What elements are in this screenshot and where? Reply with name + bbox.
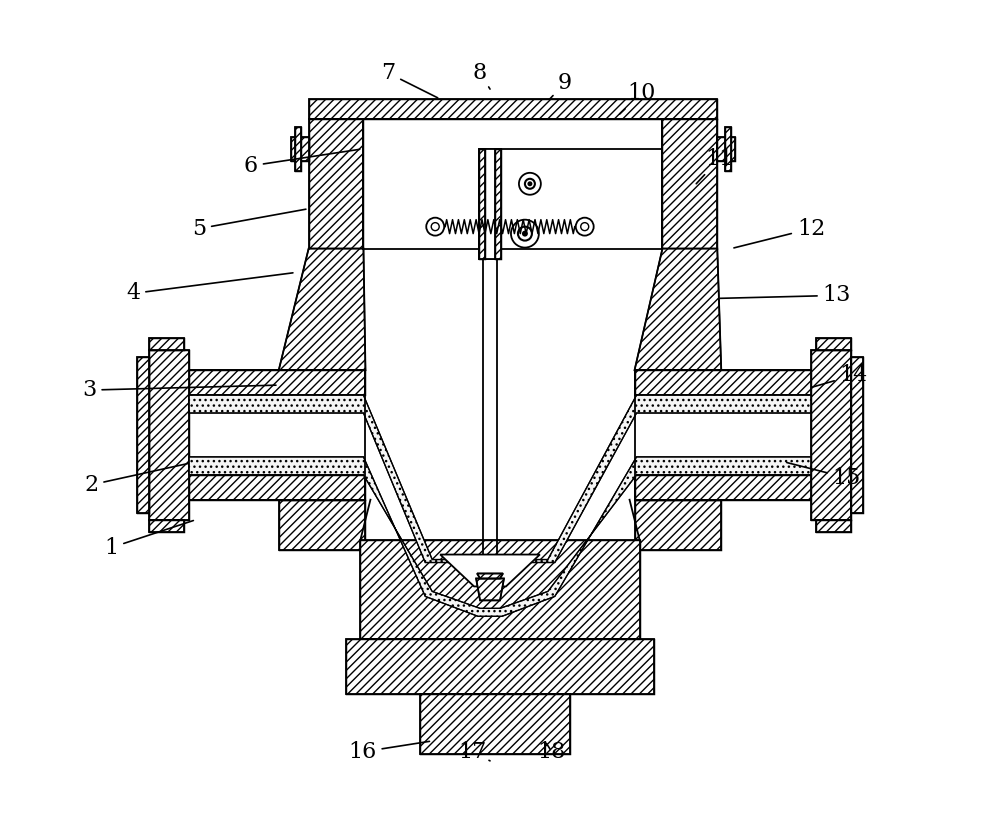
- Text: 15: 15: [787, 463, 861, 488]
- Polygon shape: [717, 137, 735, 161]
- Text: 5: 5: [192, 210, 306, 240]
- Circle shape: [519, 173, 541, 195]
- Polygon shape: [189, 395, 811, 563]
- Polygon shape: [309, 119, 363, 249]
- Polygon shape: [189, 457, 811, 616]
- Text: 1: 1: [104, 520, 193, 559]
- Polygon shape: [479, 149, 501, 259]
- Polygon shape: [725, 127, 731, 171]
- Circle shape: [518, 226, 532, 240]
- Polygon shape: [477, 574, 503, 579]
- Polygon shape: [279, 249, 365, 370]
- Polygon shape: [479, 149, 485, 259]
- Circle shape: [525, 179, 535, 189]
- Polygon shape: [635, 370, 814, 395]
- Text: 8: 8: [473, 62, 490, 89]
- Polygon shape: [279, 499, 365, 549]
- Circle shape: [576, 218, 594, 235]
- Circle shape: [522, 230, 528, 236]
- Polygon shape: [137, 357, 149, 513]
- Circle shape: [527, 181, 532, 186]
- Text: 4: 4: [126, 273, 293, 305]
- Text: 14: 14: [812, 364, 868, 387]
- Polygon shape: [816, 519, 851, 532]
- Text: 9: 9: [550, 72, 572, 99]
- Polygon shape: [149, 519, 184, 532]
- Text: 3: 3: [82, 379, 276, 401]
- Polygon shape: [149, 350, 189, 519]
- Polygon shape: [816, 338, 851, 350]
- Polygon shape: [360, 539, 640, 640]
- Polygon shape: [635, 475, 814, 499]
- Polygon shape: [851, 357, 863, 513]
- Polygon shape: [186, 370, 365, 395]
- Circle shape: [431, 223, 439, 230]
- Circle shape: [511, 220, 539, 247]
- Text: 13: 13: [720, 285, 851, 306]
- Polygon shape: [309, 99, 717, 119]
- Polygon shape: [149, 338, 184, 350]
- Polygon shape: [635, 249, 721, 370]
- Polygon shape: [495, 149, 501, 259]
- Polygon shape: [291, 137, 309, 161]
- Polygon shape: [440, 554, 540, 586]
- Circle shape: [581, 223, 589, 230]
- Polygon shape: [420, 694, 570, 754]
- Text: 12: 12: [734, 218, 825, 248]
- Text: 6: 6: [244, 149, 360, 177]
- Polygon shape: [346, 640, 654, 694]
- Text: 7: 7: [381, 62, 438, 98]
- Polygon shape: [635, 499, 721, 549]
- Polygon shape: [295, 127, 301, 171]
- Text: 17: 17: [458, 741, 490, 763]
- Text: 16: 16: [348, 741, 429, 763]
- Polygon shape: [476, 579, 504, 600]
- Text: 18: 18: [538, 741, 566, 763]
- Polygon shape: [811, 350, 851, 519]
- Text: 11: 11: [696, 148, 733, 184]
- Polygon shape: [186, 475, 365, 499]
- Text: 2: 2: [84, 463, 188, 496]
- Polygon shape: [662, 119, 717, 249]
- Text: 10: 10: [620, 82, 656, 114]
- Circle shape: [426, 218, 444, 235]
